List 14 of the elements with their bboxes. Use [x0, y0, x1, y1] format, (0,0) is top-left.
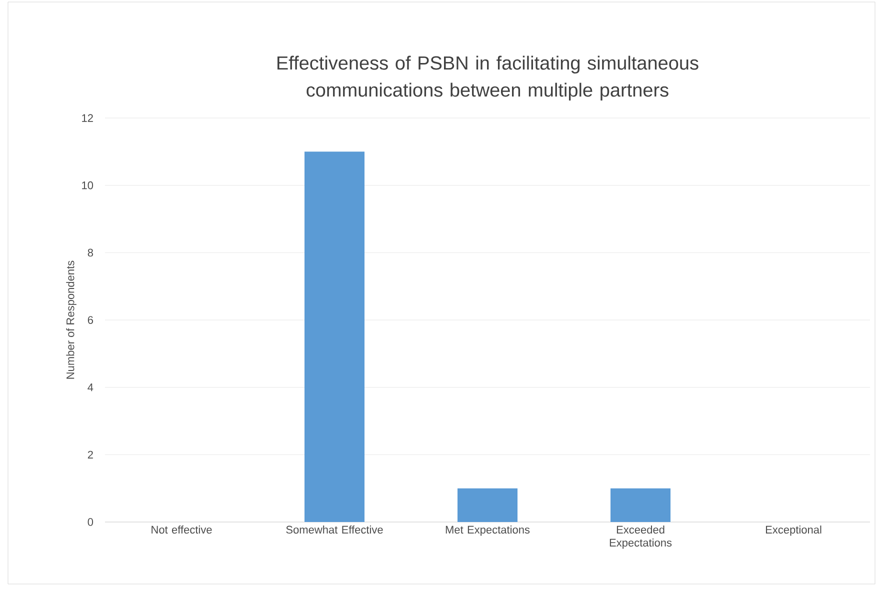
y-tick-label: 6: [88, 316, 94, 324]
x-tick-label: Met Expectations: [446, 526, 530, 536]
y-axis-title: Number of Respondents: [66, 260, 76, 379]
x-tick-label: Somewhat Effective: [286, 526, 383, 534]
y-tick-label: 0: [88, 518, 94, 526]
x-tick-label: Exceptional: [766, 526, 822, 536]
x-tick-label: Not effective: [152, 526, 212, 534]
y-tick-label: 10: [82, 181, 94, 190]
x-tick-label: Exceeded Expectations: [610, 526, 672, 549]
y-tick-label: 2: [88, 450, 93, 459]
y-tick-label: 4: [88, 384, 94, 392]
y-tick-label: 12: [82, 114, 93, 122]
y-tick-label: 8: [88, 248, 94, 257]
chart-title: Effectiveness of PSBN in facilitating simultaneous communications between multiple partners: [278, 56, 698, 100]
